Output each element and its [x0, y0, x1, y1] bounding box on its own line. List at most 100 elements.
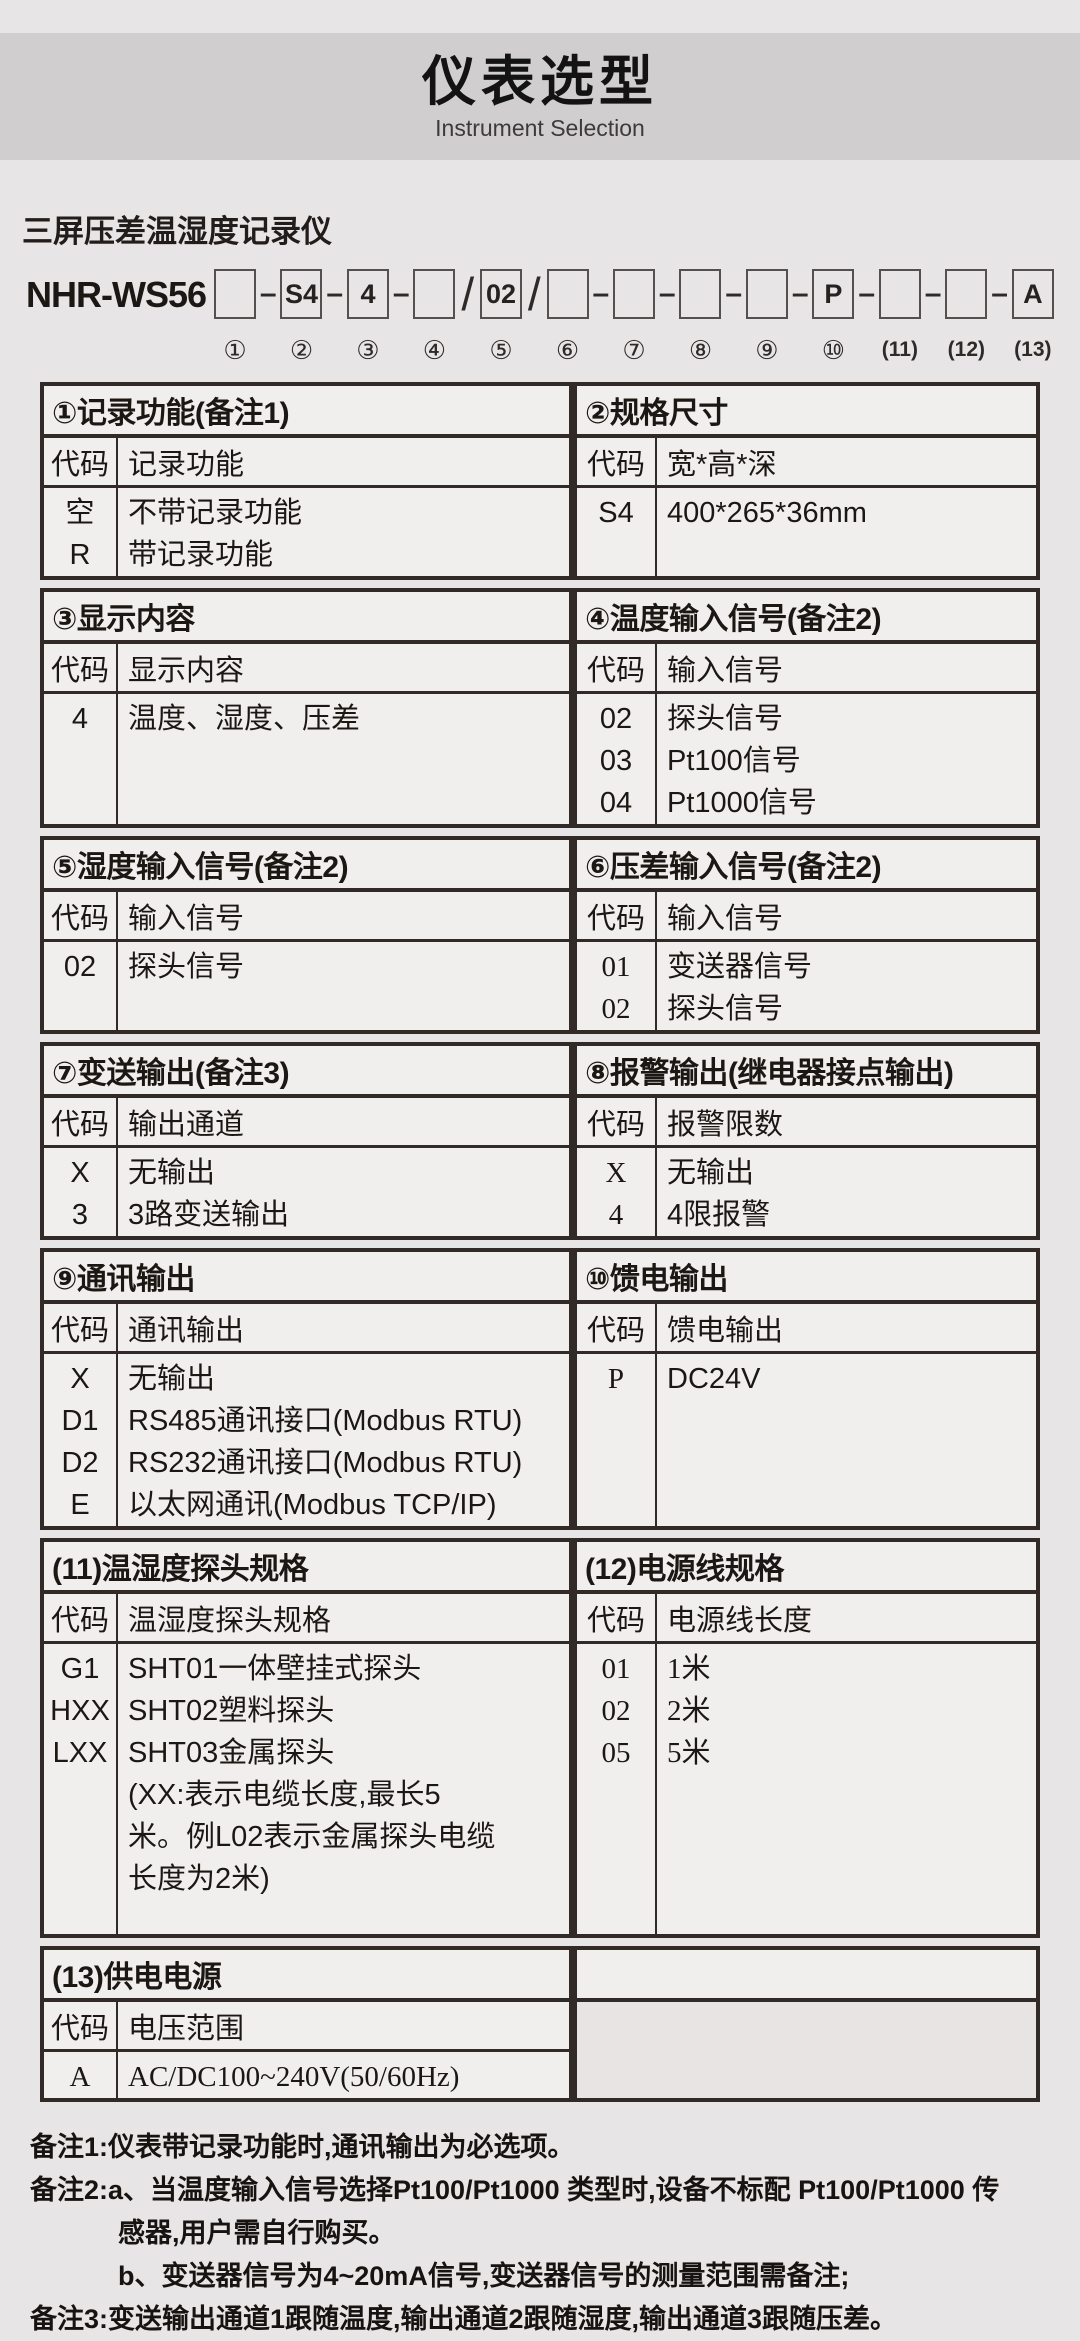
value-header-cell: 输入信号: [128, 902, 245, 935]
notes-block: 备注1:仪表带记录功能时,通讯输出为必选项。 备注2:a、当温度输入信号选择Pt1…: [30, 2126, 1080, 2341]
model-code-row: NHR-WS56 ① – S4 ② –4 ③ – ④/02 ⑤ / ⑥ – ⑦ – ⑧ – ⑨ – P ⑩ – (11) –…: [26, 268, 1054, 366]
code-header-cell: 代码: [44, 1594, 118, 1641]
model-slots: ① – S4 ② –4 ③ – ④/02 ⑤ / ⑥ – ⑦ – ⑧ – ⑨ – P ⑩ – (11) – (12) – A (13…: [214, 268, 1054, 366]
value-cell: RS232通讯接口(Modbus RTU): [128, 1447, 523, 1479]
model-slot-4: ④: [413, 269, 456, 366]
model-slot-number: ③: [356, 334, 380, 365]
value-column: 1米 2米 5米: [657, 1644, 1036, 1934]
value-cell: 无输出: [667, 1157, 755, 1189]
code-cell: G1: [60, 1653, 100, 1685]
section-body: S4 400*265*36mm: [577, 488, 1036, 576]
code-cell: 02: [63, 951, 97, 983]
code-column: A: [44, 2052, 118, 2098]
model-slot-number: ②: [289, 334, 314, 365]
code-header-cell: 代码: [577, 438, 657, 485]
code-cell: 01: [601, 951, 631, 983]
code-header-cell: 代码: [44, 2002, 118, 2049]
empty-shell-header-cell: [577, 1950, 1036, 2002]
code-header-cell: 代码: [44, 644, 118, 691]
value-column: 探头信号 Pt100信号 Pt1000信号: [657, 694, 1036, 824]
section-body: P DC24V: [577, 1354, 1036, 1526]
value-header-cell: 显示内容: [128, 654, 245, 687]
dash-separator: –: [791, 277, 809, 310]
model-slot-9: ⑨: [745, 269, 788, 366]
dash-separator: –: [392, 277, 410, 310]
dash-separator: –: [725, 277, 743, 310]
code-header-cell: 代码: [44, 1098, 118, 1145]
section-header-row: 代码 输入信号: [44, 892, 569, 942]
section-table: (11)温湿度探头规格 代码 温湿度探头规格 G1 HXX LXX SHT01一体壁挂式探头…: [40, 1538, 573, 1938]
dash-separator: –: [924, 277, 942, 310]
model-slot-number: ①: [223, 334, 247, 365]
value-header-cell: 记录功能: [128, 448, 245, 481]
value-column: 不带记录功能 带记录功能: [118, 488, 569, 576]
model-slot-box-empty: [214, 269, 257, 319]
model-slot-number: ⑦: [622, 334, 646, 365]
empty-section-shell: [573, 1946, 1040, 2102]
code-header-cell: 代码: [577, 1594, 657, 1641]
value-column: 无输出 4限报警: [657, 1148, 1036, 1236]
section-table: ⑦变送输出(备注3) 代码 输出通道 X 3 无输出 3路变送输出: [40, 1042, 573, 1240]
section-title: ③显示内容: [44, 592, 569, 644]
value-cell: 变送器信号: [667, 951, 813, 983]
code-cell: X: [70, 1363, 90, 1395]
model-slot-6: ⑥: [546, 269, 589, 366]
code-cell: 02: [601, 1695, 631, 1727]
code-cell: 04: [599, 787, 633, 819]
code-cell: D1: [61, 1405, 99, 1437]
section-title: (12)电源线规格: [577, 1542, 1036, 1594]
model-slot-number: ④: [422, 334, 447, 365]
section-table: ⑩馈电输出 代码 馈电输出 P DC24V: [573, 1248, 1040, 1530]
value-cell: 5米: [667, 1737, 711, 1769]
section-table: ③显示内容 代码 显示内容 4 温度、湿度、压差: [40, 588, 573, 828]
value-column: 温度、湿度、压差: [118, 694, 569, 824]
model-slot-number: (12): [947, 338, 986, 361]
value-column: 变送器信号 探头信号: [657, 942, 1036, 1030]
code-column: 02 03 04: [577, 694, 657, 824]
model-slot-8: ⑧: [679, 269, 722, 366]
value-column: 400*265*36mm: [657, 488, 1036, 576]
table-band-4: ⑦变送输出(备注3) 代码 输出通道 X 3 无输出 3路变送输出 ⑧报警输出(继电器接点输出…: [40, 1042, 1040, 1240]
dash-separator: –: [592, 277, 610, 310]
model-slot-box-empty: [413, 269, 456, 319]
code-header-cell: 代码: [577, 1098, 657, 1145]
section-body: X 4 无输出 4限报警: [577, 1148, 1036, 1236]
section-title: ⑤湿度输入信号(备注2): [44, 840, 569, 892]
value-cell: 以太网通讯(Modbus TCP/IP): [128, 1489, 497, 1521]
model-slot-5: 02 ⑤: [479, 269, 522, 366]
table-band-7: (13)供电电源 代码 电压范围 A AC/DC100~240V(50/60Hz): [40, 1946, 1040, 2102]
value-column: SHT01一体壁挂式探头 SHT02塑料探头 SHT03金属探头 (XX:表示电缆长度…: [118, 1644, 569, 1934]
value-header-cell: 温湿度探头规格: [128, 1604, 332, 1637]
table-band-3: ⑤湿度输入信号(备注2) 代码 输入信号 02 探头信号 ⑥压差输入信号(备注2) 代码 输入…: [40, 836, 1040, 1034]
model-slot-box-filled: S4: [280, 269, 323, 319]
section-table: ②规格尺寸 代码 宽*高*深 S4 400*265*36mm: [573, 382, 1040, 580]
code-cell: P: [607, 1363, 625, 1395]
code-cell: E: [70, 1489, 90, 1521]
model-slot-box-empty: [945, 269, 988, 319]
value-cell: 探头信号: [667, 993, 784, 1025]
dash-separator: –: [259, 277, 277, 310]
model-slot-box-filled: 4: [346, 269, 389, 319]
value-cell: 400*265*36mm: [667, 497, 867, 529]
section-body: 01 02 05 1米 2米 5米: [577, 1644, 1036, 1934]
section-header-row: 代码 输入信号: [577, 644, 1036, 694]
slash-separator: /: [527, 268, 541, 320]
value-cell: 无输出: [128, 1363, 216, 1395]
value-cell: 探头信号: [128, 951, 245, 983]
value-cell: 3路变送输出: [128, 1199, 290, 1231]
model-slot-13: A (13): [1011, 269, 1054, 366]
code-column: 01 02: [577, 942, 657, 1030]
value-cell: 4限报警: [667, 1199, 771, 1231]
code-header-cell: 代码: [577, 892, 657, 939]
note-line: 备注3:变送输出通道1跟随温度,输出通道2跟随湿度,输出通道3跟随压差。: [30, 2304, 898, 2334]
value-cell: SHT02塑料探头: [128, 1695, 335, 1727]
model-slot-number: ⑥: [555, 334, 580, 365]
slash-separator: /: [461, 268, 475, 320]
value-header-cell: 报警限数: [667, 1108, 784, 1141]
model-slot-box-filled: A: [1011, 269, 1054, 319]
section-title: (11)温湿度探头规格: [44, 1542, 569, 1594]
code-column: X D1 D2 E: [44, 1354, 118, 1526]
